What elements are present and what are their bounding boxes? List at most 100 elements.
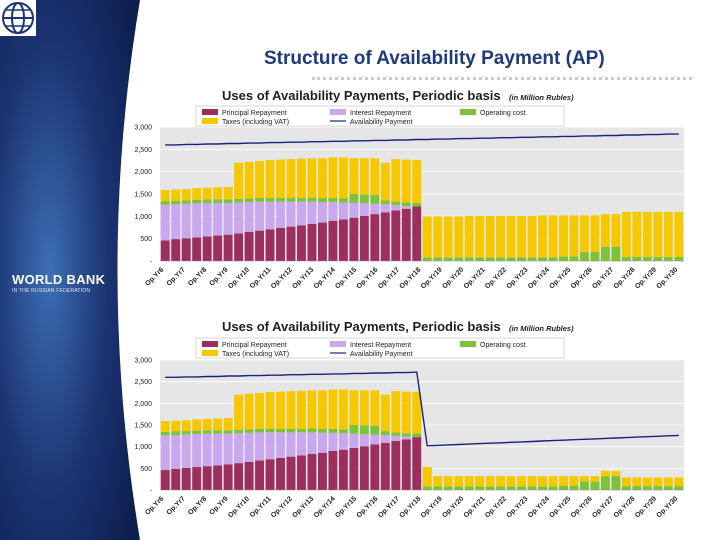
- chart1-bar-taxes-including-vat-: [338, 157, 348, 199]
- chart2-bar-interest-repayment: [244, 432, 254, 462]
- chart2-bar-operating-cost: [244, 429, 254, 433]
- chart1-bar-operating-cost: [433, 257, 443, 261]
- chart2-bar-operating-cost: [422, 486, 432, 490]
- chart1-bar-taxes-including-vat-: [412, 160, 422, 203]
- chart2-bar-operating-cost: [621, 486, 631, 490]
- chart2-x-tick-label: Op.Yr12: [270, 495, 294, 519]
- chart1-bar-interest-repayment: [255, 201, 265, 231]
- chart1-bar-taxes-including-vat-: [569, 215, 579, 257]
- chart1-bar-principal-repayment: [265, 229, 275, 261]
- chart1-bar-operating-cost: [600, 246, 610, 261]
- chart2-x-tick-label: Op.Yr7: [166, 495, 187, 516]
- chart2-bar-principal-repayment: [412, 437, 422, 490]
- chart2-bar-taxes-including-vat-: [412, 392, 422, 434]
- chart2-x-tick-label: Op.Yr18: [398, 495, 422, 519]
- chart1-bar-operating-cost: [559, 256, 568, 261]
- chart2-bar-operating-cost: [401, 433, 411, 437]
- chart2-bar-principal-repayment: [338, 449, 348, 490]
- chart1-x-tick-label: Op.Yr13: [291, 266, 315, 290]
- chart2-x-tick-label: Op.Yr21: [463, 495, 487, 519]
- chart2-bar-principal-repayment: [255, 460, 265, 490]
- chart2-bar-operating-cost: [485, 486, 495, 490]
- chart2-x-tick-label: Op.Yr26: [570, 495, 594, 519]
- chart1-bar-operating-cost: [192, 199, 202, 204]
- chart1-bar-taxes-including-vat-: [171, 189, 181, 201]
- chart2-title: Uses of Availability Payments, Periodic …: [222, 319, 501, 334]
- chart2-bar-principal-repayment: [276, 457, 285, 490]
- chart1-y-tick-label: 1,500: [134, 192, 152, 199]
- chart2-bar-principal-repayment: [192, 467, 202, 490]
- chart2-x-tick-label: Op.Yr6: [144, 495, 165, 516]
- chart2-x-tick-label: Op.Yr19: [420, 495, 444, 519]
- chart2-bar-taxes-including-vat-: [213, 418, 223, 431]
- chart1-bar-operating-cost: [569, 256, 579, 261]
- chart2-bar-taxes-including-vat-: [192, 419, 202, 431]
- chart1-bar-taxes-including-vat-: [359, 158, 369, 195]
- chart1-bar-principal-repayment: [160, 240, 170, 261]
- chart1-bar-principal-repayment: [276, 227, 285, 261]
- chart1-bar-principal-repayment: [181, 238, 191, 261]
- chart1-x-tick-label: Op.Yr7: [166, 266, 187, 287]
- chart1-bar-interest-repayment: [244, 202, 254, 232]
- chart1-y-tick-label: 3,000: [134, 125, 152, 132]
- world-bank-globe-icon: [0, 0, 36, 36]
- chart1-bar-operating-cost: [621, 256, 631, 261]
- chart2-bar-taxes-including-vat-: [443, 476, 453, 487]
- chart2-bar-interest-repayment: [359, 434, 369, 447]
- chart1-bar-principal-repayment: [391, 210, 401, 261]
- chart2-bar-operating-cost: [338, 429, 348, 434]
- chart2-bar-taxes-including-vat-: [181, 420, 191, 432]
- chart1-bar-taxes-including-vat-: [464, 215, 474, 258]
- chart1-x-tick-label: Op.Yr22: [484, 266, 508, 290]
- chart1-y-tick-label: -: [150, 259, 153, 266]
- chart2-bar-operating-cost: [579, 481, 589, 490]
- chart1-bar-operating-cost: [307, 197, 317, 202]
- chart1-bar-taxes-including-vat-: [401, 159, 411, 203]
- chart2-bar-taxes-including-vat-: [517, 476, 527, 487]
- chart1-bar-principal-repayment: [380, 212, 390, 261]
- chart2-x-tick-label: Op.Yr29: [634, 495, 658, 519]
- chart1-bar-interest-repayment: [171, 204, 181, 240]
- chart1-bar-operating-cost: [213, 199, 223, 203]
- chart2-y-tick-label: 1,000: [134, 444, 152, 451]
- chart2-bar-operating-cost: [433, 486, 443, 490]
- chart2-bar-operating-cost: [223, 430, 233, 434]
- chart2-bar-operating-cost: [181, 431, 191, 435]
- chart2-bar-operating-cost: [276, 428, 285, 433]
- chart2-bar-operating-cost: [548, 486, 558, 490]
- chart1-bar-principal-repayment: [307, 223, 317, 261]
- chart1-x-tick-label: Op.Yr6: [144, 266, 165, 287]
- chart2-bar-operating-cost: [160, 431, 170, 436]
- chart1-x-tick-label: Op.Yr30: [655, 266, 679, 290]
- chart1-bar-operating-cost: [391, 201, 401, 206]
- chart2-x-tick-label: Op.Yr28: [613, 495, 637, 519]
- chart1-bar-operating-cost: [160, 201, 170, 205]
- chart2-bar-taxes-including-vat-: [202, 418, 212, 431]
- chart1-x-tick-label: Op.Yr12: [270, 266, 294, 290]
- chart2-x-tick-label: Op.Yr14: [313, 495, 337, 519]
- chart2-availability-payment-line: [165, 371, 679, 447]
- chart2-bar-principal-repayment: [213, 465, 223, 490]
- chart1-bar-operating-cost: [642, 256, 652, 261]
- chart2-x-tick-label: Op.Yr16: [356, 495, 380, 519]
- chart1-bar-operating-cost: [234, 198, 244, 203]
- chart1-bar-operating-cost: [475, 257, 485, 261]
- chart1-bar-taxes-including-vat-: [443, 216, 453, 258]
- brand-subtitle: IN THE RUSSIAN FEDERATION: [12, 288, 91, 294]
- chart1-x-tick-label: Op.Yr25: [548, 266, 572, 290]
- chart2-bar-taxes-including-vat-: [359, 390, 369, 426]
- chart2-bar-operating-cost: [286, 428, 296, 433]
- chart2-bar-interest-repayment: [213, 433, 223, 466]
- chart1-x-tick-label: Op.Yr24: [527, 266, 551, 290]
- chart1-bar-operating-cost: [255, 198, 265, 202]
- chart1-bar-interest-repayment: [160, 204, 170, 241]
- chart1-bar-operating-cost: [496, 257, 506, 261]
- chart2-x-tick-label: Op.Yr24: [527, 495, 551, 519]
- chart2-bar-operating-cost: [234, 429, 244, 434]
- chart1-bar-principal-repayment: [171, 239, 181, 261]
- chart2-bar-interest-repayment: [338, 433, 348, 450]
- chart1-bar-taxes-including-vat-: [642, 211, 652, 257]
- chart1-bar-operating-cost: [370, 194, 380, 204]
- chart2-legend-label-1: Principal Repayment: [222, 342, 287, 349]
- chart2-bar-operating-cost: [202, 430, 212, 434]
